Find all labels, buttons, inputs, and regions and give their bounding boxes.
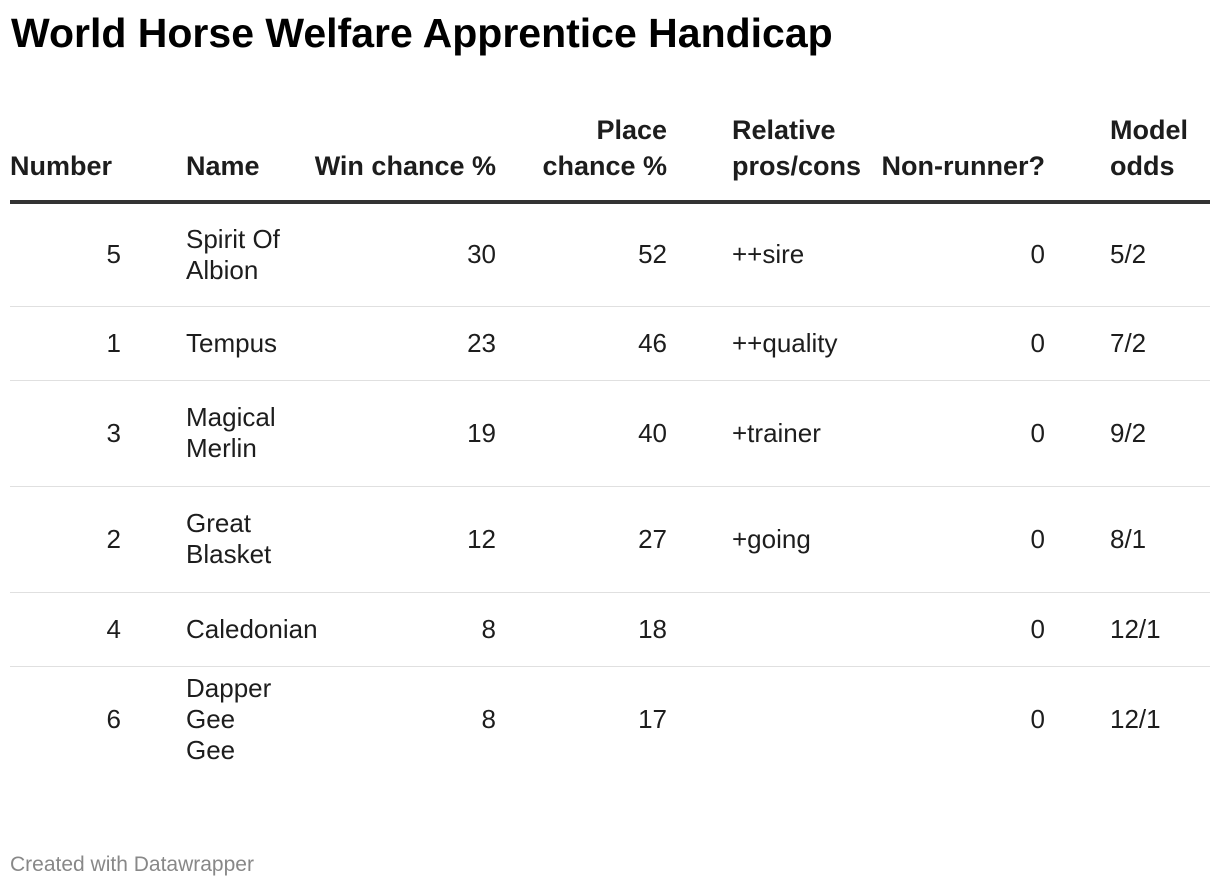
cell-pros-cons: +trainer	[667, 380, 842, 487]
cell-non-runner: 0	[842, 306, 1045, 381]
cell-non-runner: 0	[842, 202, 1045, 307]
cell-model-odds: 12/1	[1110, 703, 1161, 734]
cell-win-chance: 8	[286, 592, 496, 667]
datawrapper-credit: Created with Datawrapper	[10, 853, 254, 876]
chart-title: World Horse Welfare Apprentice Handicap	[11, 10, 833, 56]
column-header-pros-cons[interactable]: Relative pros/cons	[667, 112, 861, 204]
cell-name: Dapper Gee Gee	[186, 672, 272, 765]
cell-win-chance: 8	[481, 703, 496, 734]
cell-pros-cons	[667, 666, 842, 772]
column-header-place-chance[interactable]: Place chance %	[496, 112, 667, 204]
cell-model-odds: 5/2	[1045, 202, 1210, 307]
cell-place-chance: 52	[496, 202, 667, 307]
column-header-win-chance[interactable]: Win chance %	[286, 112, 496, 204]
cell-name: Magical Merlin	[121, 380, 286, 487]
cell-model-odds: 8/1	[1045, 486, 1210, 593]
column-header-number[interactable]: Number	[10, 112, 121, 204]
cell-pros-cons	[667, 592, 842, 667]
cell-place-chance: 46	[496, 306, 667, 381]
cell-win-chance: 23	[286, 306, 496, 381]
cell-model-odds: 7/2	[1045, 306, 1210, 381]
cell-name: Great Blasket	[121, 486, 286, 593]
cell-model-odds: 12/1	[1045, 592, 1210, 667]
column-header-non-runner[interactable]: Non-runner?	[842, 112, 1045, 204]
column-header-name[interactable]: Name	[121, 112, 286, 204]
cell-number: 1	[10, 306, 121, 381]
cell-pros-cons: ++sire	[667, 202, 842, 307]
cell-number: 2	[10, 486, 121, 593]
table-row: 4 Caledonian 8 18 0 12/1	[10, 592, 1210, 667]
column-header-model-odds[interactable]: Model odds	[1045, 112, 1210, 204]
cell-name: Tempus	[121, 306, 286, 381]
cell-place-chance: 40	[496, 380, 667, 487]
cell-name: Caledonian	[121, 592, 318, 667]
cell-non-runner: 0	[842, 486, 1045, 593]
table-row: 1 Tempus 23 46 ++quality 0 7/2	[10, 306, 1210, 381]
cell-win-chance: 12	[286, 486, 496, 593]
table-row: 6 Dapper Gee Gee 8 17 0 12/1	[10, 666, 1210, 772]
cell-number: 3	[10, 380, 121, 487]
cell-number: 6	[106, 703, 121, 734]
cell-place-chance: 17	[638, 703, 667, 734]
table-header-row: Number Name Win chance % Place chance % …	[10, 112, 1210, 204]
cell-non-runner: 0	[1030, 703, 1045, 734]
table-row: 5 Spirit Of Albion 30 52 ++sire 0 5/2	[10, 202, 1210, 307]
cell-win-chance: 19	[286, 380, 496, 487]
table-row: 3 Magical Merlin 19 40 +trainer 0 9/2	[10, 380, 1210, 487]
table-row: 2 Great Blasket 12 27 +going 0 8/1	[10, 486, 1210, 593]
cell-number: 4	[10, 592, 121, 667]
cell-pros-cons: ++quality	[667, 306, 842, 381]
cell-non-runner: 0	[842, 592, 1045, 667]
cell-pros-cons: +going	[667, 486, 842, 593]
cell-place-chance: 18	[496, 592, 667, 667]
race-table: Number Name Win chance % Place chance % …	[10, 112, 1210, 772]
cell-name: Spirit Of Albion	[121, 202, 286, 307]
cell-place-chance: 27	[496, 486, 667, 593]
cell-model-odds: 9/2	[1045, 380, 1210, 487]
cell-number: 5	[10, 202, 121, 307]
cell-non-runner: 0	[842, 380, 1045, 487]
cell-win-chance: 30	[286, 202, 496, 307]
